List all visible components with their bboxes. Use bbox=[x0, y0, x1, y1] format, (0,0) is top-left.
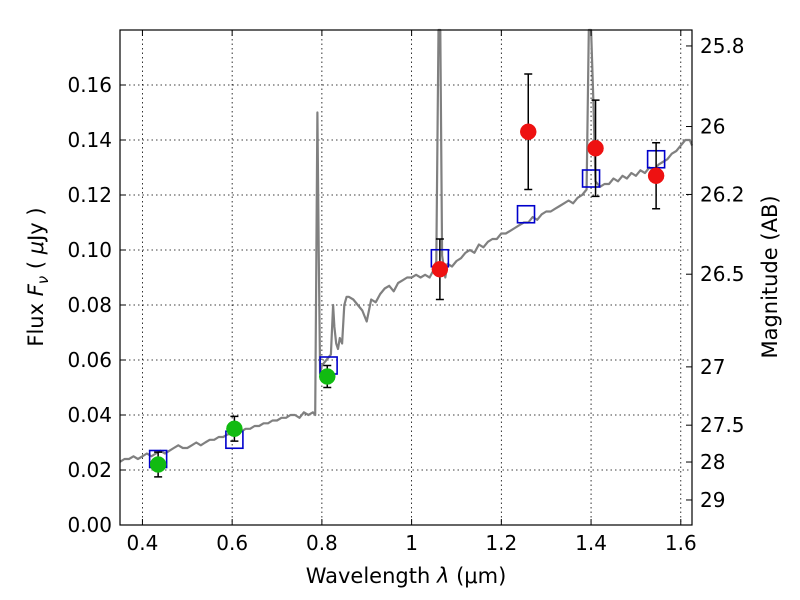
plot-frame bbox=[119, 29, 693, 526]
photometry-point bbox=[431, 261, 449, 278]
model-box-marker bbox=[581, 169, 601, 188]
photometry-point bbox=[149, 456, 167, 473]
y-tick-label: 0.00 bbox=[67, 513, 112, 537]
x-tick-label: 1 bbox=[405, 531, 418, 555]
spectrum-series bbox=[119, 28, 694, 463]
x-tick-label: 0.6 bbox=[216, 531, 248, 555]
spectrum-line bbox=[119, 28, 694, 463]
y2-tick-label: 28 bbox=[700, 450, 725, 474]
y2-tick-label: 25.8 bbox=[700, 34, 745, 58]
y2-tick-label: 29 bbox=[700, 488, 725, 512]
photometry-point-series bbox=[149, 123, 665, 473]
y-tick-label: 0.08 bbox=[67, 293, 112, 317]
photometry-point bbox=[647, 167, 665, 184]
x-tick-label: 1.2 bbox=[485, 531, 517, 555]
tick-labels: 0.4 0.6 0.8 1 1.2 1.4 1.6 0.00 0.02 0.04 0.06 0.08 0… bbox=[67, 34, 744, 555]
y-tick-label: 0.14 bbox=[67, 128, 112, 152]
y-tick-label: 0.12 bbox=[67, 183, 112, 207]
y-tick-label: 0.02 bbox=[67, 458, 112, 482]
grid-lines bbox=[120, 30, 692, 525]
error-bar-series bbox=[154, 73, 661, 478]
photometry-point bbox=[226, 420, 243, 437]
y2-tick-label: 27 bbox=[700, 355, 725, 379]
y-tick-label: 0.10 bbox=[67, 238, 112, 262]
photometry-point bbox=[587, 140, 604, 157]
y-axis-label: Flux Fν ( μJy ) bbox=[24, 207, 52, 346]
x-tick-label: 1.4 bbox=[575, 531, 607, 555]
model-box-marker bbox=[516, 204, 536, 224]
y-tick-label: 0.16 bbox=[67, 73, 112, 97]
y-tick-label: 0.04 bbox=[67, 403, 112, 427]
axis-ticks bbox=[120, 30, 692, 526]
x-tick-label: 0.8 bbox=[306, 531, 338, 555]
x-tick-label: 1.6 bbox=[665, 531, 697, 555]
y2-tick-label: 26 bbox=[700, 115, 725, 139]
y2-tick-label: 27.5 bbox=[700, 413, 745, 437]
photometry-point bbox=[520, 123, 537, 140]
y2-tick-label: 26.2 bbox=[700, 182, 745, 206]
y-tick-label: 0.06 bbox=[67, 348, 112, 372]
model-box-series bbox=[148, 149, 666, 469]
photometry-point bbox=[319, 368, 336, 385]
y2-tick-label: 26.5 bbox=[700, 262, 745, 286]
x-axis-label: Wavelength λ (μm) bbox=[306, 564, 507, 588]
x-tick-label: 0.4 bbox=[127, 531, 159, 555]
y2-axis-label: Magnitude (AB) bbox=[758, 195, 782, 358]
